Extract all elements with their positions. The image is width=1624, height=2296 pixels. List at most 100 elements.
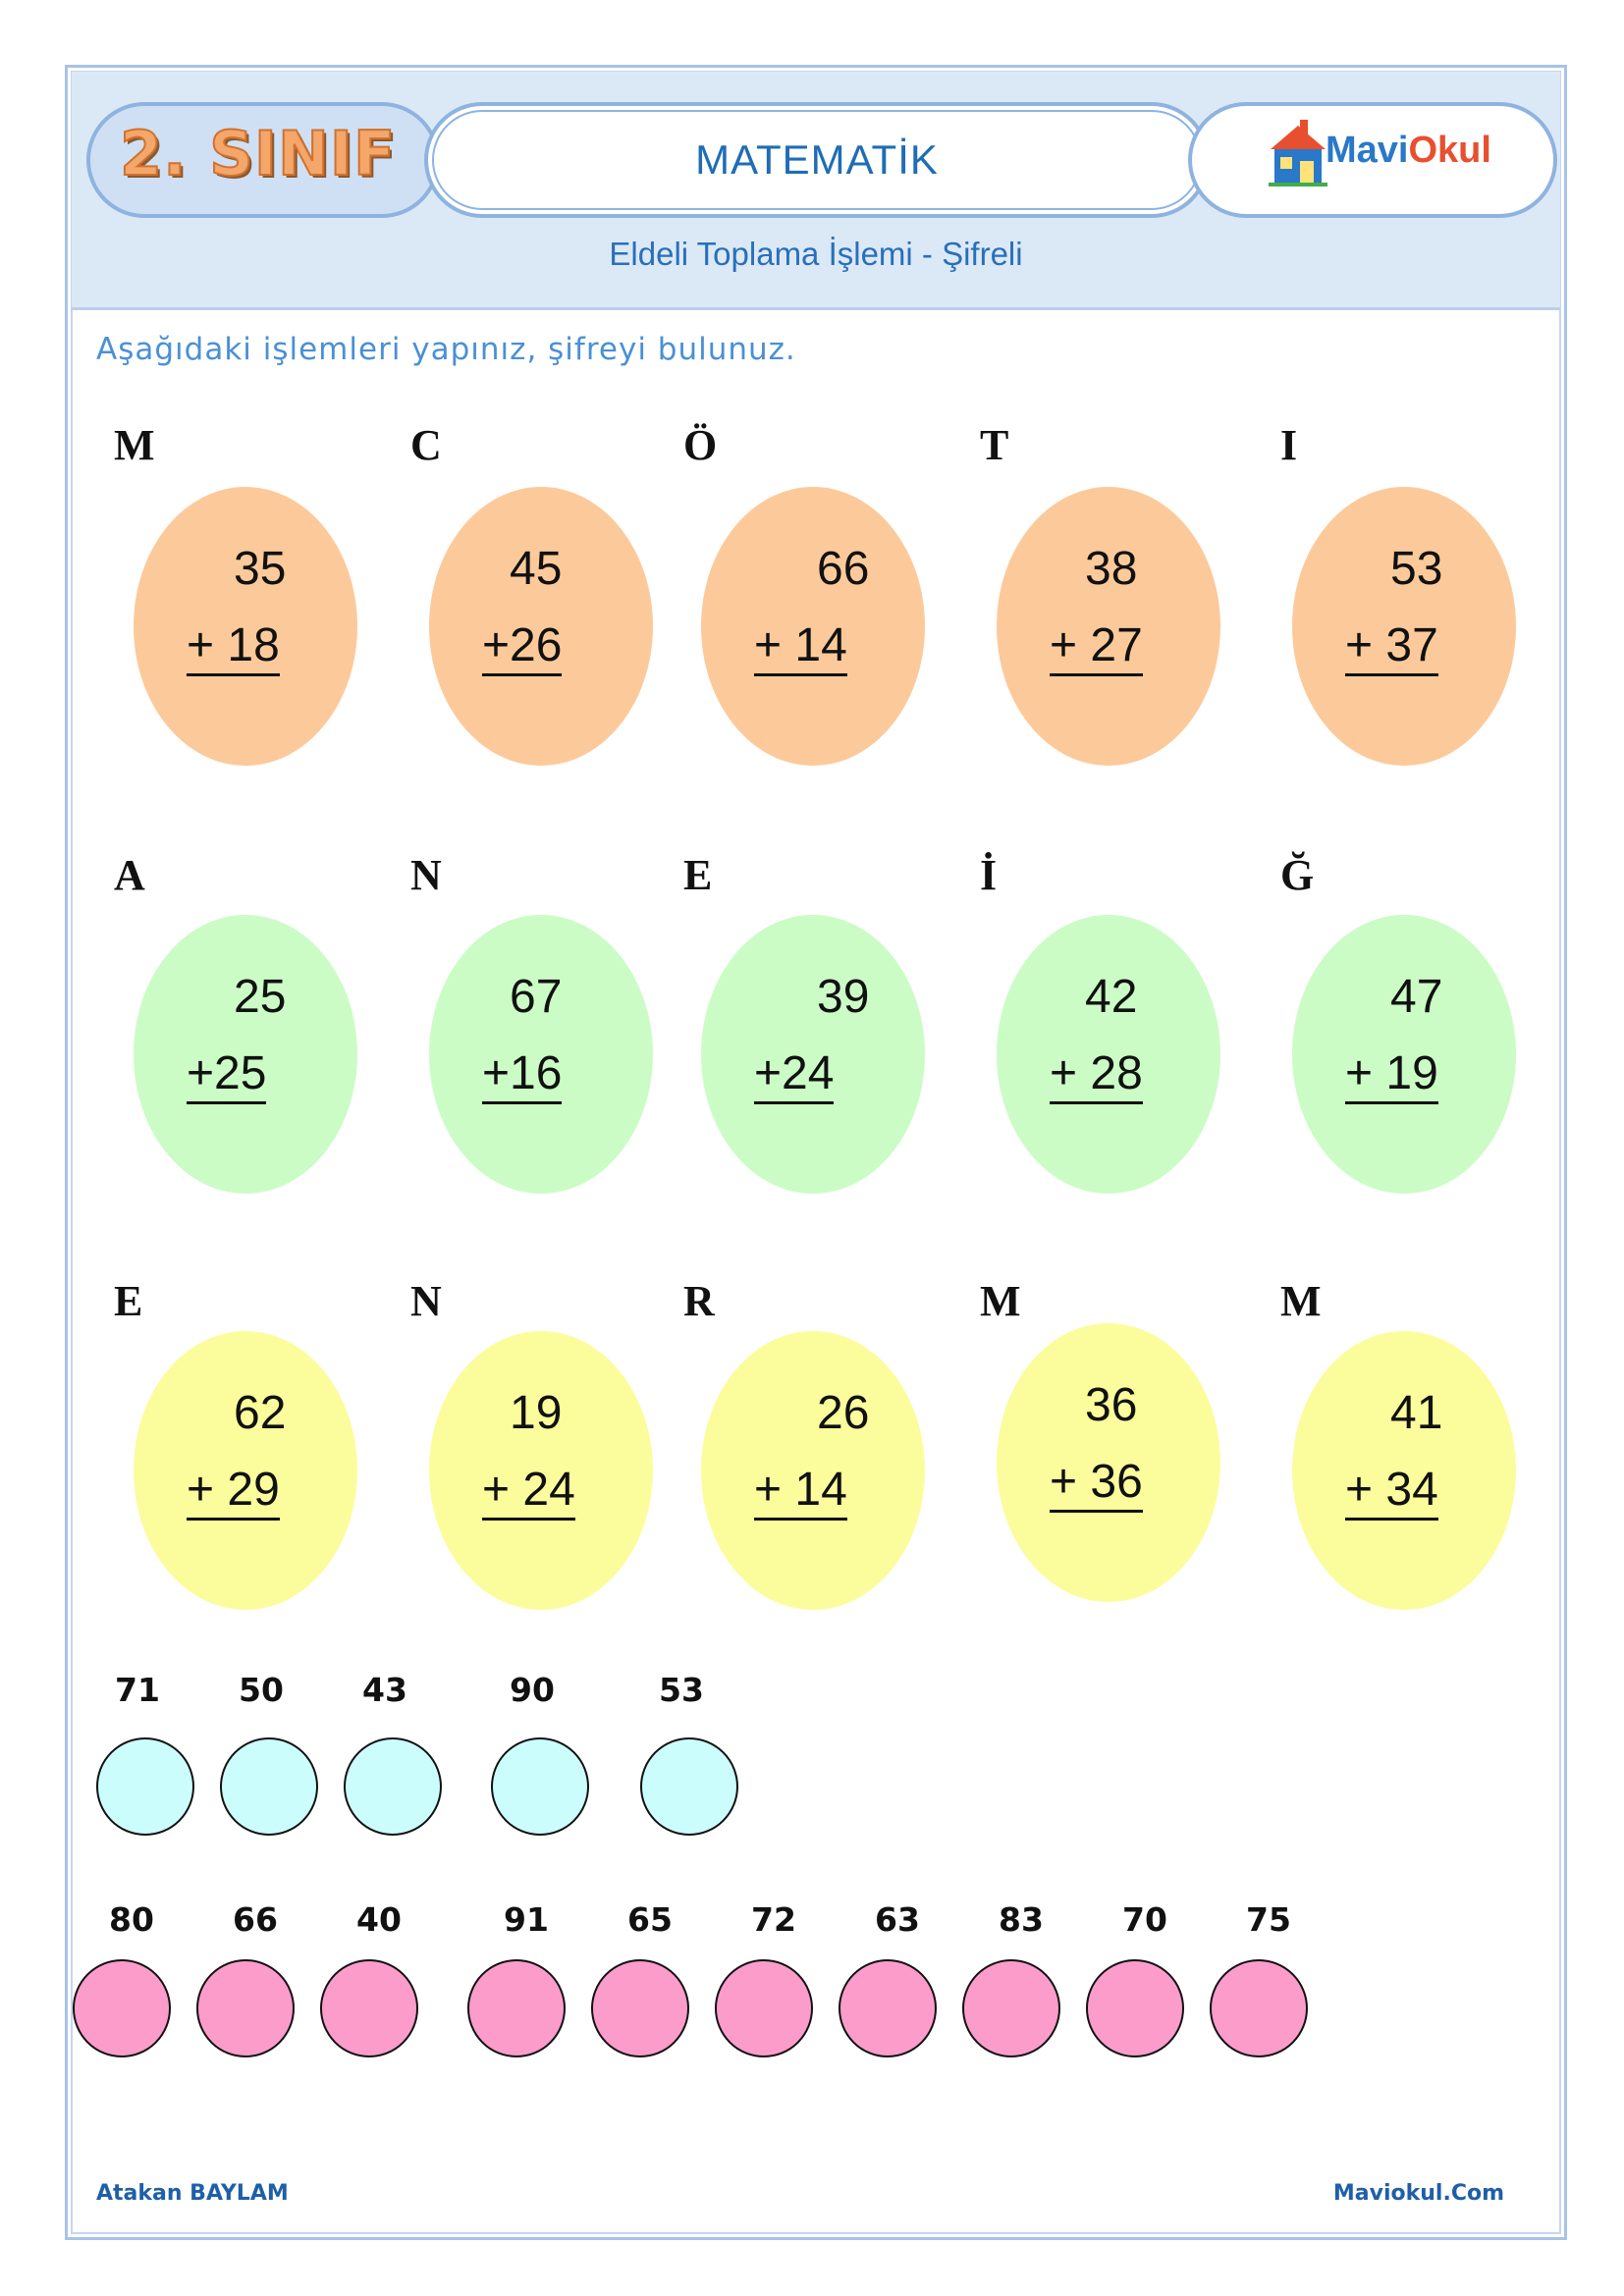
answer-number: 53 (659, 1671, 704, 1709)
addend-top: 41 (1390, 1387, 1443, 1439)
answer-slot[interactable] (320, 1959, 418, 2057)
addend-bottom: + 29 (187, 1465, 280, 1521)
addend-bottom: + 28 (1050, 1048, 1143, 1104)
page-border (65, 65, 1567, 2240)
addition-egg: 19 + 24 (429, 1331, 653, 1610)
addition-egg: 42 + 28 (997, 915, 1220, 1194)
addition-egg: 38 + 27 (997, 487, 1220, 766)
grade-badge (86, 102, 440, 218)
answer-number: 63 (875, 1900, 920, 1939)
answer-slot[interactable] (220, 1737, 318, 1836)
answer-number: 40 (356, 1900, 402, 1939)
problem-letter: İ (980, 851, 998, 899)
answer-slot[interactable] (96, 1737, 194, 1836)
author-name: Atakan BAYLAM (96, 2181, 289, 2206)
answer-slot[interactable] (491, 1737, 589, 1836)
addend-top: 25 (234, 971, 287, 1023)
problem-letter: N (410, 851, 442, 899)
addition-egg: 25 +25 (134, 915, 357, 1194)
answer-slot[interactable] (640, 1737, 738, 1836)
addend-top: 67 (510, 971, 563, 1023)
addend-top: 42 (1085, 971, 1138, 1023)
addition-egg: 39 +24 (701, 915, 925, 1194)
answer-slot[interactable] (1210, 1959, 1308, 2057)
worksheet-subtitle: Eldeli Toplama İşlemi - Şifreli (609, 236, 1023, 272)
problem-letter: M (114, 421, 155, 469)
problem-letter: E (114, 1277, 143, 1325)
answer-slot[interactable] (467, 1959, 566, 2057)
problem-letter: M (1280, 1277, 1322, 1325)
addend-top: 53 (1390, 543, 1443, 595)
answer-number: 65 (627, 1900, 673, 1939)
addition-egg: 62 + 29 (134, 1331, 357, 1610)
addend-bottom: + 27 (1050, 620, 1143, 676)
answer-number: 75 (1246, 1900, 1291, 1939)
answer-number: 66 (233, 1900, 278, 1939)
addend-bottom: + 37 (1345, 620, 1438, 676)
problem-letter: A (114, 851, 145, 899)
answer-slot[interactable] (715, 1959, 813, 2057)
addend-bottom: + 18 (187, 620, 280, 676)
addition-egg: 47 + 19 (1292, 915, 1516, 1194)
logo-banner (1188, 102, 1557, 218)
addend-top: 62 (234, 1387, 287, 1439)
answer-number: 91 (504, 1900, 549, 1939)
answer-slot[interactable] (196, 1959, 295, 2057)
grade-label: 2. SINIF (119, 117, 397, 190)
addend-bottom: +24 (754, 1048, 835, 1104)
problem-letter: M (980, 1277, 1021, 1325)
answer-number: 72 (751, 1900, 796, 1939)
addend-top: 47 (1390, 971, 1443, 1023)
addend-bottom: + 19 (1345, 1048, 1438, 1104)
addition-egg: 53 + 37 (1292, 487, 1516, 766)
addition-egg: 35 + 18 (134, 487, 357, 766)
addend-top: 45 (510, 543, 563, 595)
addend-bottom: +16 (482, 1048, 563, 1104)
answer-slot[interactable] (839, 1959, 937, 2057)
answer-slot[interactable] (344, 1737, 442, 1836)
answer-slot[interactable] (591, 1959, 689, 2057)
problem-letter: E (683, 851, 713, 899)
logo-wordmark: MaviOkul (1326, 130, 1491, 171)
problem-letter: R (683, 1277, 715, 1325)
problem-letter: Ö (683, 421, 718, 469)
addend-top: 66 (817, 543, 870, 595)
addition-egg: 45 +26 (429, 487, 653, 766)
addition-egg: 26 + 14 (701, 1331, 925, 1610)
addend-top: 26 (817, 1387, 870, 1439)
answer-number: 71 (115, 1671, 160, 1709)
site-name: Maviokul.Com (1332, 2181, 1504, 2206)
answer-number: 50 (239, 1671, 284, 1709)
answer-slot[interactable] (1086, 1959, 1184, 2057)
answer-slot[interactable] (73, 1959, 171, 2057)
addend-bottom: + 14 (754, 1465, 847, 1521)
addition-egg: 36 + 36 (997, 1323, 1220, 1602)
answer-number: 80 (109, 1900, 154, 1939)
addend-bottom: + 14 (754, 620, 847, 676)
addition-egg: 67 +16 (429, 915, 653, 1194)
addend-top: 38 (1085, 543, 1138, 595)
answer-slot[interactable] (962, 1959, 1060, 2057)
addend-bottom: +25 (187, 1048, 267, 1104)
addition-egg: 41 + 34 (1292, 1331, 1516, 1610)
problem-letter: C (410, 421, 442, 469)
addend-top: 36 (1085, 1379, 1138, 1431)
instruction-text: Aşağıdaki işlemleri yapınız, şifreyi bul… (96, 332, 796, 367)
answer-number: 90 (510, 1671, 555, 1709)
addend-bottom: + 24 (482, 1465, 575, 1521)
answer-number: 43 (362, 1671, 407, 1709)
addend-bottom: + 36 (1050, 1457, 1143, 1513)
addend-top: 39 (817, 971, 870, 1023)
subject-title: MATEMATİK (695, 136, 939, 183)
addend-top: 35 (234, 543, 287, 595)
addend-top: 19 (510, 1387, 563, 1439)
addition-egg: 66 + 14 (701, 487, 925, 766)
addend-bottom: +26 (482, 620, 563, 676)
answer-number: 83 (999, 1900, 1044, 1939)
problem-letter: I (1280, 421, 1298, 469)
answer-number: 70 (1122, 1900, 1167, 1939)
house-logo-icon (1269, 120, 1327, 187)
problem-letter: T (980, 421, 1009, 469)
addend-bottom: + 34 (1345, 1465, 1438, 1521)
problem-letter: N (410, 1277, 442, 1325)
